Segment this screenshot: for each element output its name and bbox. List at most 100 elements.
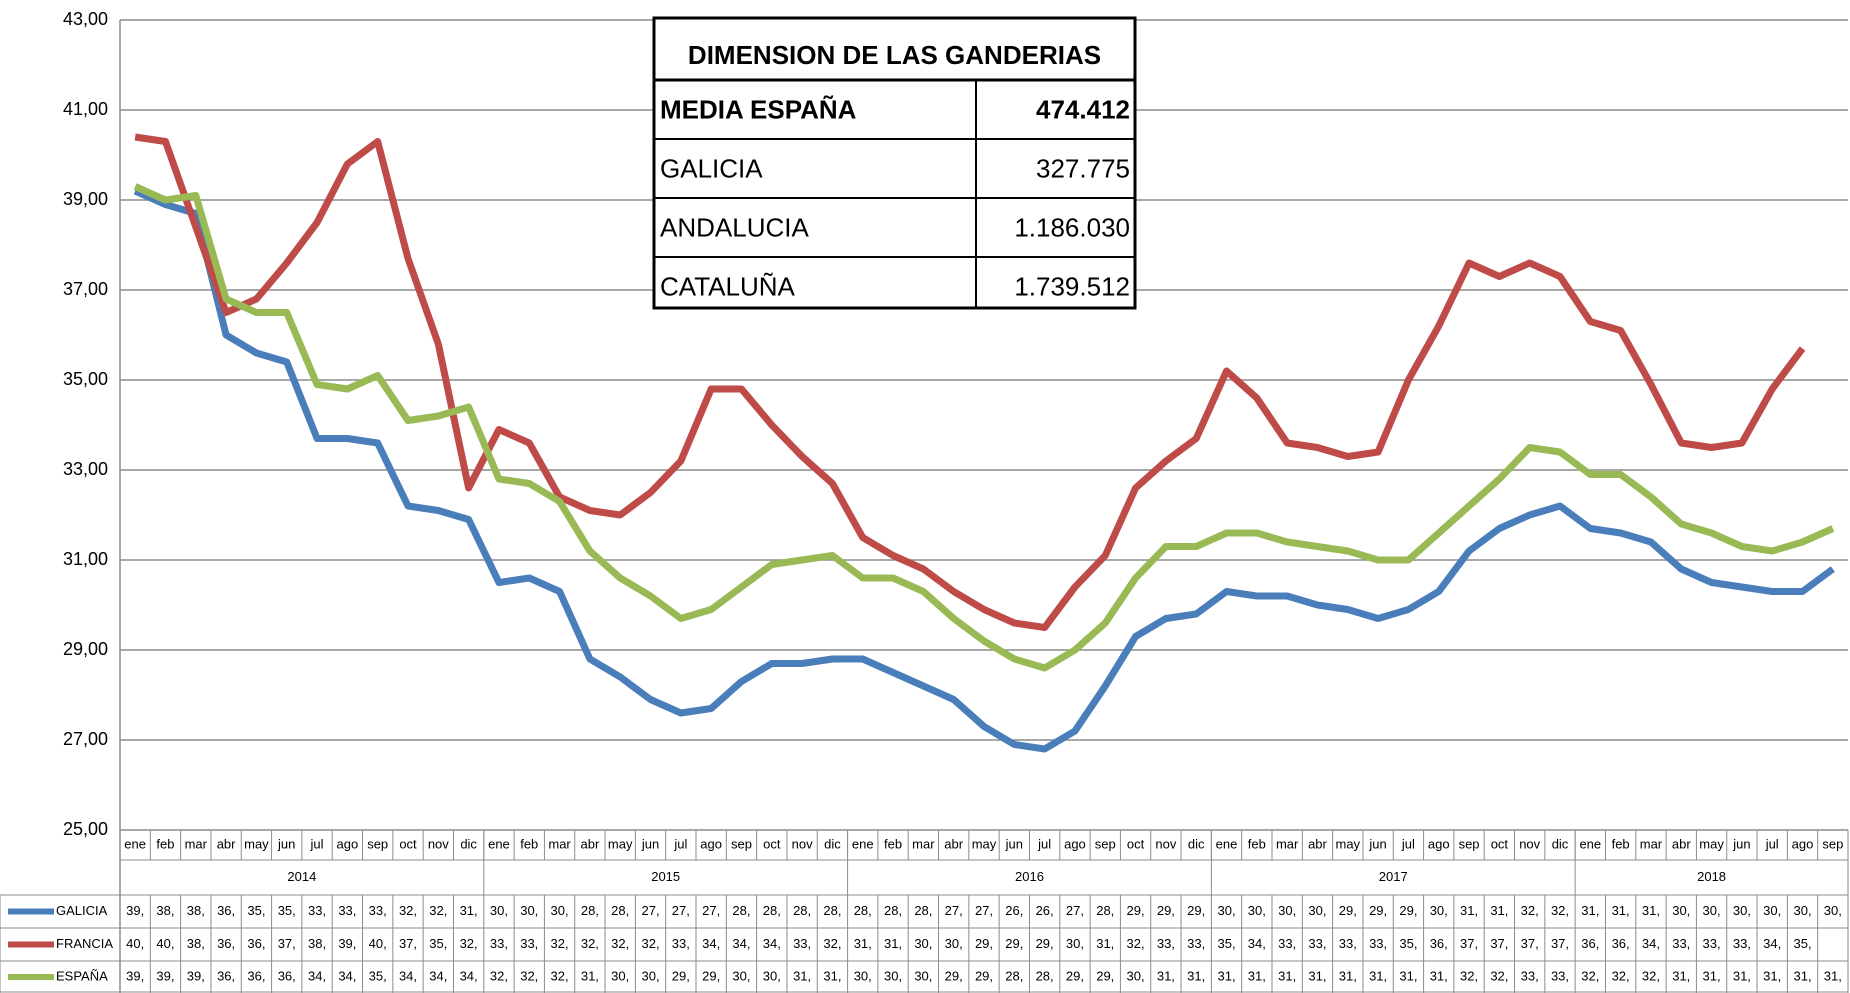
- table-value: 33,: [1369, 936, 1387, 951]
- table-value: 34,: [1763, 936, 1781, 951]
- table-value: 31,: [1460, 903, 1478, 918]
- table-value: 30,: [1248, 903, 1266, 918]
- table-value: 30,: [732, 968, 750, 983]
- table-value: 28,: [1005, 968, 1023, 983]
- table-value: 36,: [247, 936, 265, 951]
- table-value: 33,: [490, 936, 508, 951]
- x-tick-label: sep: [1459, 836, 1480, 851]
- table-value: 28,: [1036, 968, 1054, 983]
- table-value: 34,: [1248, 936, 1266, 951]
- x-tick-label: sep: [367, 836, 388, 851]
- x-tick-label: oct: [399, 836, 417, 851]
- table-value: 33,: [1278, 936, 1296, 951]
- table-value: 34,: [429, 968, 447, 983]
- table-value: 32,: [520, 968, 538, 983]
- table-value: 36,: [217, 903, 235, 918]
- table-value: 40,: [156, 936, 174, 951]
- table-value: 30,: [1793, 903, 1811, 918]
- x-tick-label: ago: [1792, 836, 1814, 851]
- table-value: 30,: [854, 968, 872, 983]
- x-tick-label: may: [972, 836, 997, 851]
- table-value: 31,: [1096, 936, 1114, 951]
- table-value: 40,: [369, 936, 387, 951]
- table-value: 32,: [551, 968, 569, 983]
- table-value: 30,: [945, 936, 963, 951]
- table-value: 34,: [763, 936, 781, 951]
- table-value: 34,: [308, 968, 326, 983]
- table-value: 31,: [1763, 968, 1781, 983]
- table-value: 33,: [1308, 936, 1326, 951]
- x-tick-label: nov: [428, 836, 449, 851]
- x-tick-label: abr: [1308, 836, 1327, 851]
- table-value: 28,: [581, 903, 599, 918]
- x-tick-label: jun: [277, 836, 295, 851]
- x-tick-label: abr: [944, 836, 963, 851]
- table-value: 35,: [1399, 936, 1417, 951]
- table-value: 28,: [732, 903, 750, 918]
- year-label: 2018: [1697, 869, 1726, 884]
- table-value: 29,: [1187, 903, 1205, 918]
- x-tick-label: mar: [1276, 836, 1299, 851]
- table-value: 32,: [1127, 936, 1145, 951]
- table-value: 39,: [126, 968, 144, 983]
- table-value: 32,: [399, 903, 417, 918]
- x-tick-label: ago: [1064, 836, 1086, 851]
- table-value: 32,: [1460, 968, 1478, 983]
- x-tick-label: dic: [824, 836, 841, 851]
- table-value: 30,: [1763, 903, 1781, 918]
- x-tick-label: ene: [1216, 836, 1238, 851]
- table-value: 38,: [187, 903, 205, 918]
- x-tick-label: dic: [1552, 836, 1569, 851]
- table-value: 31,: [1248, 968, 1266, 983]
- x-tick-label: nov: [792, 836, 813, 851]
- table-value: 29,: [1157, 903, 1175, 918]
- table-value: 30,: [1066, 936, 1084, 951]
- x-tick-label: jun: [1732, 836, 1750, 851]
- inset-row-label: CATALUÑA: [660, 271, 795, 301]
- table-value: 30,: [1308, 903, 1326, 918]
- table-value: 31,: [1824, 968, 1842, 983]
- table-value: 27,: [702, 903, 720, 918]
- table-value: 38,: [308, 936, 326, 951]
- series-line: [133, 183, 1835, 672]
- x-tick-label: mar: [185, 836, 208, 851]
- y-tick-label: 43,00: [63, 9, 108, 29]
- table-value: 33,: [1187, 936, 1205, 951]
- table-value: 34,: [338, 968, 356, 983]
- table-value: 30,: [1278, 903, 1296, 918]
- table-value: 32,: [1551, 903, 1569, 918]
- x-tick-label: mar: [1640, 836, 1663, 851]
- table-value: 34,: [702, 936, 720, 951]
- x-tick-label: jul: [1401, 836, 1415, 851]
- table-value: 29,: [1096, 968, 1114, 983]
- table-value: 36,: [247, 968, 265, 983]
- year-label: 2017: [1379, 869, 1408, 884]
- table-value: 32,: [641, 936, 659, 951]
- x-tick-label: sep: [731, 836, 752, 851]
- x-tick-label: feb: [520, 836, 538, 851]
- table-value: 33,: [1733, 936, 1751, 951]
- table-value: 28,: [611, 903, 629, 918]
- table-value: 28,: [823, 903, 841, 918]
- table-value: 39,: [338, 936, 356, 951]
- inset-row-label: MEDIA ESPAÑA: [660, 94, 857, 124]
- x-tick-label: mar: [912, 836, 935, 851]
- table-value: 33,: [338, 903, 356, 918]
- table-value: 30,: [914, 936, 932, 951]
- year-label: 2016: [1015, 869, 1044, 884]
- table-value: 32,: [551, 936, 569, 951]
- inset-title: DIMENSION DE LAS GANDERIAS: [688, 40, 1101, 70]
- inset-row-label: GALICIA: [660, 153, 763, 183]
- table-value: 28,: [884, 903, 902, 918]
- x-tick-label: jun: [1005, 836, 1023, 851]
- table-value: 37,: [1551, 936, 1569, 951]
- x-tick-label: jun: [641, 836, 659, 851]
- table-value: 33,: [1672, 936, 1690, 951]
- y-tick-label: 25,00: [63, 819, 108, 839]
- table-value: 33,: [369, 903, 387, 918]
- table-value: 33,: [1521, 968, 1539, 983]
- table-value: 28,: [914, 903, 932, 918]
- table-value: 29,: [975, 968, 993, 983]
- x-tick-label: jul: [310, 836, 324, 851]
